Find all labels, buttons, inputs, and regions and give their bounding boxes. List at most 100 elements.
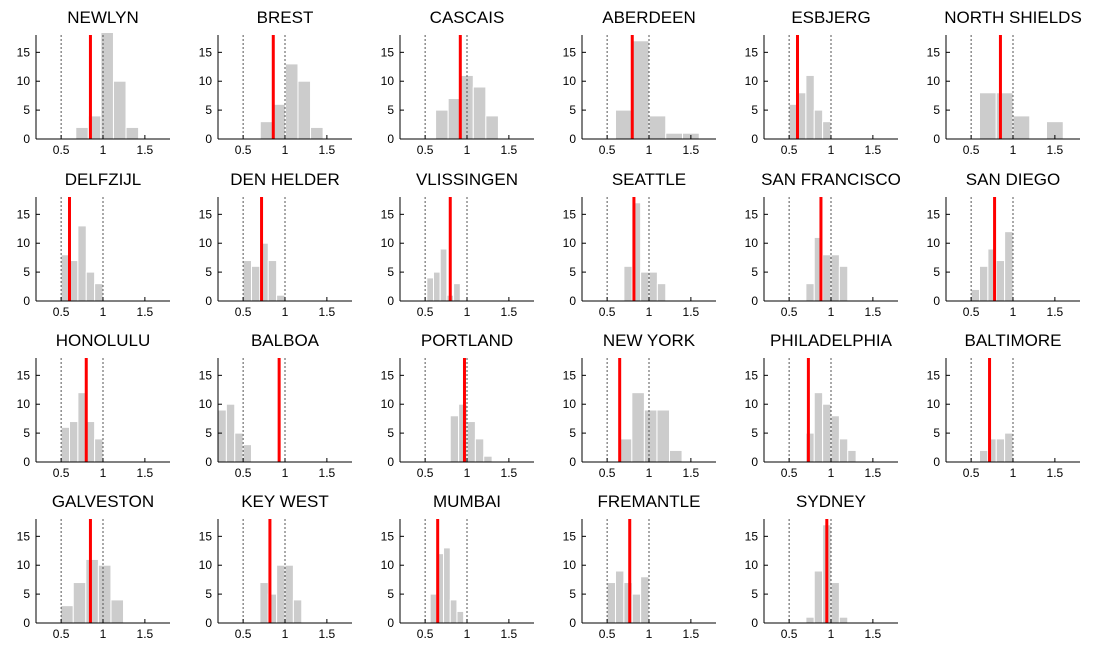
panel-title: NORTH SHIELDS — [944, 8, 1082, 27]
histogram-bar — [284, 564, 294, 624]
histogram-bar — [225, 403, 236, 463]
histogram-bar — [297, 80, 312, 140]
histogram-bar — [125, 126, 140, 140]
histogram-bar — [665, 132, 683, 140]
histogram-panel: 0 5 10 15 0.5 1 1.5 — [927, 358, 1080, 480]
y-tick-label: 10 — [927, 397, 941, 411]
histogram-bar — [259, 582, 269, 624]
x-tick-label: 1.5 — [501, 466, 518, 480]
y-tick-label: 15 — [17, 45, 31, 59]
y-tick-label: 10 — [381, 74, 395, 88]
histogram-bar — [847, 449, 857, 463]
histogram-bar — [640, 576, 650, 624]
y-tick-label: 5 — [751, 265, 758, 279]
x-tick-label: 0.5 — [417, 627, 434, 641]
y-tick-label: 10 — [199, 397, 213, 411]
x-tick-label: 1 — [100, 143, 107, 157]
histogram-bar — [656, 409, 671, 463]
histogram-bar — [449, 415, 460, 463]
x-tick-label: 1.5 — [1047, 305, 1064, 319]
y-tick-label: 0 — [933, 132, 940, 146]
y-tick-label: 0 — [387, 294, 394, 308]
y-tick-label: 10 — [927, 236, 941, 250]
histogram-bar — [85, 271, 96, 302]
y-tick-label: 5 — [23, 265, 30, 279]
y-tick-label: 10 — [381, 558, 395, 572]
histogram-bar — [474, 438, 485, 463]
histogram-bar — [439, 248, 448, 302]
histogram-panel: 0 5 10 15 0.5 1 1.5 — [17, 358, 170, 480]
x-tick-label: 1 — [282, 143, 289, 157]
y-tick-label: 5 — [387, 103, 394, 117]
x-tick-label: 1 — [828, 305, 835, 319]
histogram-bar — [456, 610, 465, 624]
histogram-panel: 0 5 10 15 0.5 1 1.5 — [381, 197, 534, 319]
histogram-bar — [822, 121, 832, 140]
histogram-bar — [485, 115, 499, 140]
panel-title: PORTLAND — [420, 331, 514, 350]
histogram-bar — [813, 109, 824, 140]
x-tick-label: 0.5 — [781, 143, 798, 157]
histogram-panel: 0 5 10 15 0.5 1 1.5 — [381, 35, 534, 157]
x-tick-label: 1 — [828, 627, 835, 641]
x-tick-label: 1 — [100, 466, 107, 480]
y-tick-label: 0 — [751, 455, 758, 469]
histogram-panel: 0 5 10 15 0.5 1 1.5 — [563, 358, 716, 480]
histogram-bar — [276, 564, 286, 624]
panel-title: DEN HELDER — [230, 170, 340, 189]
y-tick-label: 5 — [205, 103, 212, 117]
x-tick-label: 0.5 — [599, 143, 616, 157]
y-tick-label: 15 — [199, 529, 213, 543]
y-tick-label: 10 — [745, 74, 759, 88]
y-tick-label: 15 — [927, 45, 941, 59]
y-tick-label: 10 — [17, 236, 31, 250]
panel-title: ESBJERG — [791, 8, 871, 27]
panel-title: VLISSINGEN — [415, 170, 519, 189]
y-tick-label: 5 — [387, 587, 394, 601]
y-tick-label: 15 — [927, 207, 941, 221]
y-tick-label: 15 — [381, 529, 395, 543]
histogram-bar — [1004, 231, 1014, 302]
y-tick-label: 10 — [745, 236, 759, 250]
y-tick-label: 0 — [387, 616, 394, 630]
x-tick-label: 1 — [100, 627, 107, 641]
histogram-bar — [472, 86, 487, 140]
y-tick-label: 5 — [751, 426, 758, 440]
y-tick-label: 5 — [23, 587, 30, 601]
histogram-bar — [623, 265, 633, 302]
panel-title: BALTIMORE — [964, 331, 1062, 350]
x-tick-label: 0.5 — [53, 143, 70, 157]
histogram-bar — [995, 92, 1014, 140]
histogram-panel: 0 5 10 15 0.5 1 1.5 — [17, 197, 170, 319]
x-tick-label: 1.5 — [865, 466, 882, 480]
histogram-panel: 0 5 10 15 0.5 1 1.5 — [745, 519, 898, 641]
x-tick-label: 1.5 — [865, 627, 882, 641]
histogram-bar — [648, 271, 658, 302]
y-tick-label: 0 — [205, 132, 212, 146]
histogram-panel: 0 5 10 15 0.5 1 1.5 — [563, 197, 716, 319]
y-tick-label: 10 — [563, 558, 577, 572]
panel-title: SAN DIEGO — [965, 170, 1061, 189]
histogram-bar — [94, 438, 104, 463]
y-tick-label: 15 — [199, 45, 213, 59]
y-tick-label: 5 — [23, 426, 30, 440]
histogram-bar — [805, 283, 815, 302]
x-tick-label: 1.5 — [865, 305, 882, 319]
histogram-bar — [85, 558, 99, 624]
panel-title: GALVESTON — [51, 492, 155, 511]
y-tick-label: 0 — [751, 294, 758, 308]
histogram-bar — [669, 449, 683, 463]
panel-title: MUMBAI — [433, 492, 501, 511]
histogram-bar — [110, 599, 125, 624]
x-tick-label: 1 — [282, 305, 289, 319]
histogram-panel: 0 5 10 15 0.5 1 1.5 — [199, 35, 352, 157]
y-tick-label: 0 — [569, 616, 576, 630]
panel-title: SEATTLE — [611, 170, 687, 189]
x-tick-label: 0.5 — [53, 305, 70, 319]
x-tick-label: 1 — [646, 627, 653, 641]
x-tick-label: 1.5 — [137, 627, 154, 641]
histogram-bar — [449, 599, 458, 624]
histogram-bar — [72, 582, 87, 624]
y-tick-label: 15 — [745, 529, 759, 543]
y-tick-label: 15 — [17, 529, 31, 543]
